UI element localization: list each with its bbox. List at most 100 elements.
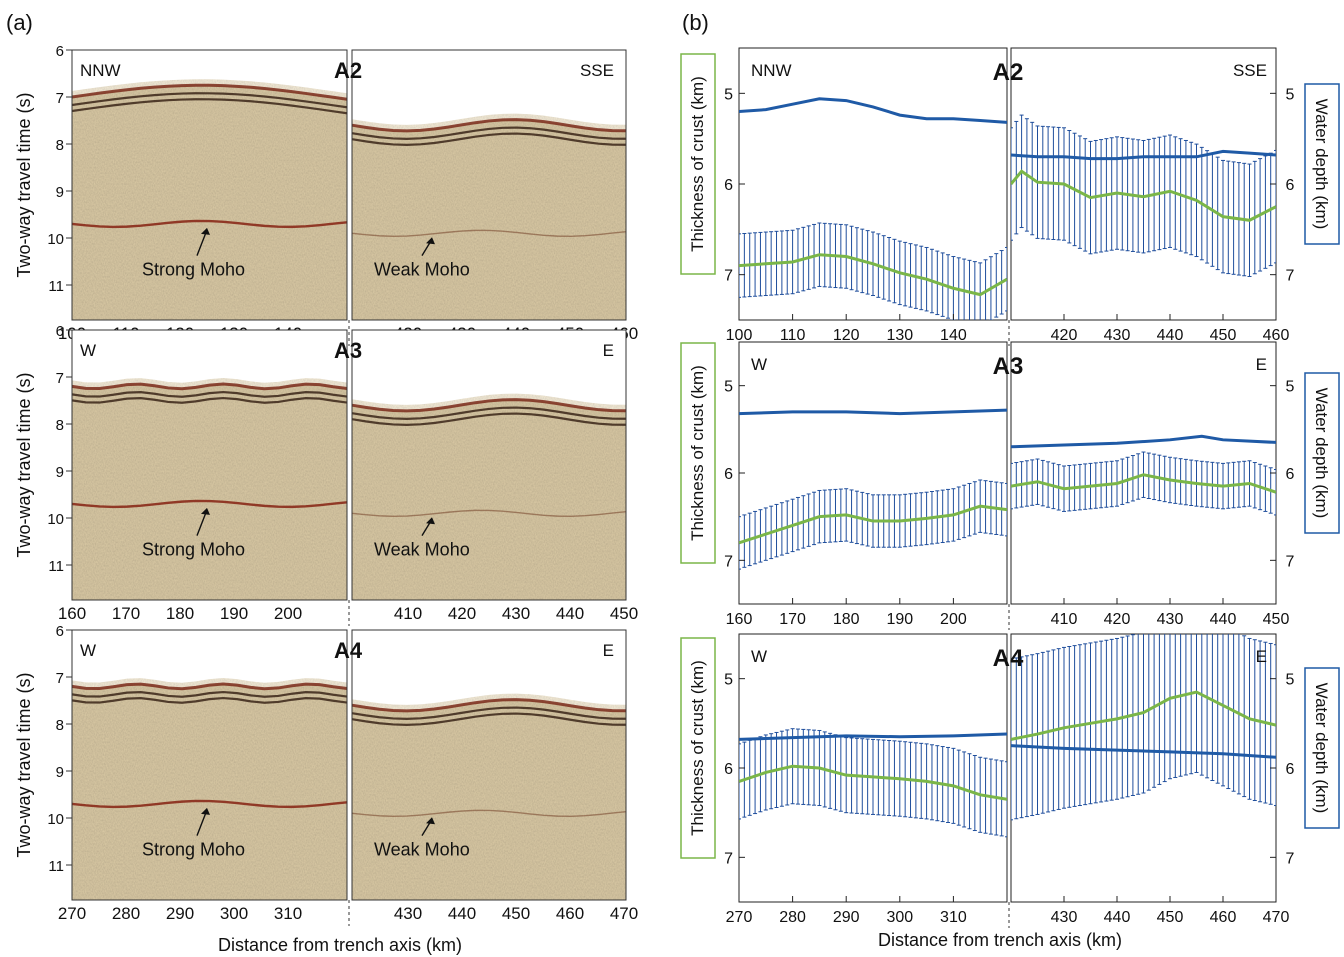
y-tick-label: 9 bbox=[56, 464, 64, 481]
arrow-head-icon bbox=[426, 517, 435, 525]
y-tick-label: 10 bbox=[47, 231, 64, 248]
x-tick-label: 440 bbox=[1210, 611, 1237, 628]
x-tick-label: 450 bbox=[1263, 611, 1290, 628]
x-tick-label: 470 bbox=[610, 904, 638, 923]
profile-name: A2 bbox=[993, 59, 1024, 86]
y-tick-left: 7 bbox=[724, 850, 733, 867]
direction-left: W bbox=[80, 341, 96, 360]
strong-moho-label: Strong Moho bbox=[142, 840, 245, 860]
seafloor-reflector bbox=[351, 412, 627, 426]
x-tick-label: 450 bbox=[1210, 327, 1237, 344]
direction-left: W bbox=[80, 641, 96, 660]
y-tick-label: 10 bbox=[47, 811, 64, 828]
x-tick-label: 270 bbox=[58, 904, 86, 923]
seafloor-reflector bbox=[71, 83, 348, 101]
x-tick-label: 190 bbox=[220, 604, 248, 623]
x-tick-label: 110 bbox=[780, 327, 806, 344]
x-tick-label: 460 bbox=[556, 904, 584, 923]
x-tick-label: 430 bbox=[1104, 327, 1131, 344]
y-tick-right: 5 bbox=[1286, 379, 1295, 396]
x-tick-label: 450 bbox=[502, 904, 530, 923]
ylabel-crust: Thickness of crust (km) bbox=[688, 660, 707, 836]
y-tick-right: 7 bbox=[1286, 553, 1295, 570]
direction-left: NNW bbox=[751, 61, 792, 80]
y-tick-label: 8 bbox=[56, 717, 64, 734]
x-tick-label: 130 bbox=[886, 327, 913, 344]
ylabel-water: Water depth (km) bbox=[1312, 683, 1331, 814]
y-tick-right: 6 bbox=[1286, 177, 1295, 194]
y-tick-left: 6 bbox=[724, 466, 733, 483]
x-tick-label: 290 bbox=[833, 909, 860, 926]
water-depth-line bbox=[1011, 744, 1276, 759]
seafloor-reflector bbox=[351, 698, 627, 713]
profile-name: A4 bbox=[334, 638, 363, 663]
x-tick-label: 310 bbox=[274, 904, 302, 923]
y-tick-label: 10 bbox=[47, 511, 64, 528]
ylabel-crust: Thickness of crust (km) bbox=[688, 76, 707, 252]
x-tick-label: 440 bbox=[1157, 327, 1184, 344]
plot-a4: 270 280 290 300 310 430 440 450 460 470 5 6 7 5 6 7 Thic… bbox=[680, 633, 1340, 928]
seismic-section-left: 100110120130140Strong Moho bbox=[58, 49, 348, 343]
water-depth-line bbox=[739, 97, 1007, 124]
moho-reflector bbox=[351, 809, 627, 817]
strong-moho-label: Strong Moho bbox=[142, 540, 245, 560]
seafloor-reflector bbox=[71, 682, 348, 691]
y-tick-right: 7 bbox=[1286, 268, 1295, 285]
x-tick-label: 140 bbox=[940, 327, 967, 344]
x-tick-label: 430 bbox=[394, 904, 422, 923]
crust-thickness-line bbox=[739, 504, 1007, 545]
x-tick-label: 300 bbox=[886, 909, 913, 926]
x-tick-label: 410 bbox=[1051, 611, 1078, 628]
profile-name: A4 bbox=[993, 645, 1024, 672]
seafloor-reflector bbox=[71, 390, 348, 398]
x-tick-label: 280 bbox=[779, 909, 806, 926]
moho-reflector bbox=[351, 509, 627, 517]
ylabel-water: Water depth (km) bbox=[1312, 99, 1331, 230]
seafloor-reflector bbox=[351, 126, 627, 140]
crust-thickness-line bbox=[1011, 473, 1276, 494]
y-tick-label: 6 bbox=[56, 323, 64, 340]
direction-right: E bbox=[1256, 355, 1267, 374]
x-tick-label: 100 bbox=[726, 327, 753, 344]
crust-thickness-line bbox=[1011, 169, 1276, 222]
y-tick-right: 5 bbox=[1286, 672, 1295, 689]
crust-thickness-line bbox=[1011, 690, 1276, 741]
x-tick-label: 160 bbox=[58, 604, 86, 623]
direction-left: NNW bbox=[80, 61, 121, 80]
x-tick-label: 450 bbox=[1157, 909, 1184, 926]
y-tick-label: 11 bbox=[48, 558, 64, 575]
direction-right: E bbox=[603, 341, 614, 360]
y-tick-left: 5 bbox=[724, 379, 733, 396]
seismic-section-right: 420430440450460Weak Moho bbox=[351, 49, 638, 343]
y-tick-left: 5 bbox=[724, 672, 733, 689]
water-column bbox=[72, 330, 347, 383]
seafloor-reflector bbox=[71, 396, 348, 404]
x-tick-label: 180 bbox=[166, 604, 194, 623]
arrow-head-icon bbox=[426, 237, 435, 245]
segment-right: 430 440 450 460 470 bbox=[1010, 633, 1289, 926]
seismic-noise bbox=[72, 50, 347, 320]
seismic-row-a2: 100110120130140Strong Moho42043044045046… bbox=[14, 43, 638, 346]
y-tick-left: 6 bbox=[724, 761, 733, 778]
y-tick-right: 6 bbox=[1286, 466, 1295, 483]
plot-a3: 160 170 180 190 200 410 420 430 440 450 5 6 7 5 6 7 Thic… bbox=[680, 341, 1340, 630]
direction-left: W bbox=[751, 355, 767, 374]
water-column bbox=[72, 630, 347, 683]
plot-xlabel: Distance from trench axis (km) bbox=[878, 930, 1122, 950]
y-tick-right: 6 bbox=[1286, 761, 1295, 778]
segment-right: 410 420 430 440 450 bbox=[1010, 341, 1290, 628]
seismic-row-a4: 270 280 290 300 310 Strong Moho 430 440 450 460 47… bbox=[14, 623, 638, 926]
water-depth-line bbox=[739, 408, 1007, 416]
moho-reflector bbox=[71, 499, 348, 509]
x-tick-label: 310 bbox=[940, 909, 967, 926]
x-tick-label: 430 bbox=[1157, 611, 1184, 628]
water-column bbox=[352, 630, 626, 705]
profile-name: A2 bbox=[334, 58, 362, 83]
x-tick-label: 420 bbox=[1051, 327, 1078, 344]
seafloor-reflector bbox=[71, 690, 348, 698]
x-tick-label: 410 bbox=[394, 604, 422, 623]
x-tick-label: 200 bbox=[274, 604, 302, 623]
y-tick-left: 7 bbox=[724, 553, 733, 570]
direction-right: E bbox=[603, 641, 614, 660]
seafloor-reflector bbox=[351, 712, 627, 726]
